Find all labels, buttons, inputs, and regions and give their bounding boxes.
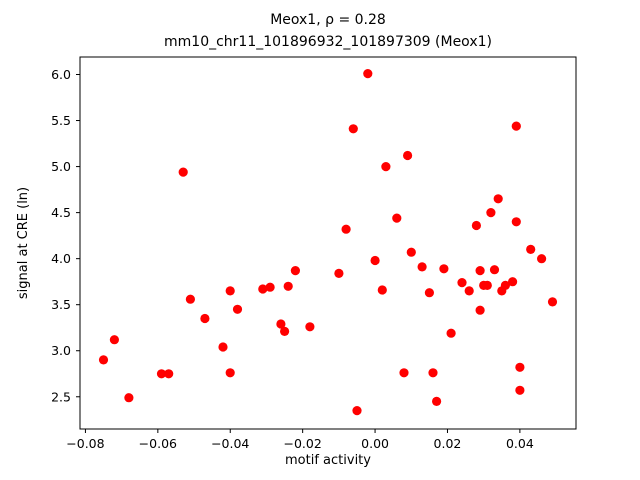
data-point (334, 268, 344, 278)
data-point (464, 286, 474, 296)
x-tick-label: 0.02 (434, 436, 462, 451)
data-point (348, 124, 358, 134)
y-tick-label: 2.5 (51, 389, 71, 404)
y-tick-label: 6.0 (51, 67, 71, 82)
data-point (406, 247, 416, 257)
data-point (124, 393, 134, 403)
data-point (417, 262, 427, 272)
data-point (500, 280, 510, 290)
data-point (98, 355, 109, 365)
data-point (471, 220, 481, 231)
data-point (399, 368, 409, 378)
x-axis-ticks: −0.08 −0.06 −0.04 −0.02 0.00 0.02 0.04 (66, 429, 534, 451)
data-point (305, 322, 315, 332)
data-point (341, 224, 351, 234)
data-point (178, 167, 188, 177)
data-point (493, 194, 503, 204)
data-point (218, 342, 228, 352)
data-point (515, 385, 525, 395)
data-point (109, 335, 119, 345)
data-point (363, 69, 373, 79)
data-point (232, 304, 243, 314)
data-point (164, 369, 174, 379)
x-tick-label: 0.00 (361, 436, 389, 451)
data-point (482, 280, 492, 290)
data-point (156, 369, 167, 379)
data-point (225, 286, 235, 296)
data-point (432, 396, 442, 406)
data-point (547, 297, 558, 307)
data-point (265, 282, 275, 292)
data-point (280, 326, 290, 336)
data-point (439, 264, 449, 274)
data-point (200, 313, 210, 324)
data-point (486, 208, 496, 218)
data-points-group (98, 69, 558, 416)
data-point (511, 121, 521, 131)
x-tick-label: −0.02 (284, 436, 322, 451)
y-axis-ticks: 2.5 3.0 3.5 4.0 4.5 5.0 5.5 6.0 (51, 67, 80, 404)
plot-area (79, 56, 577, 430)
data-point (403, 150, 413, 161)
y-tick-label: 4.5 (51, 205, 71, 220)
data-point (283, 281, 293, 291)
data-point (475, 266, 485, 276)
data-point (537, 254, 547, 264)
data-point (526, 244, 536, 254)
x-axis-label: motif activity (285, 453, 371, 468)
data-point (511, 217, 521, 227)
data-point (457, 278, 467, 288)
data-point (381, 162, 391, 172)
data-point (507, 277, 518, 287)
data-point (515, 362, 525, 372)
y-tick-label: 4.0 (51, 251, 71, 266)
data-point (475, 305, 485, 315)
y-tick-label: 5.5 (51, 113, 71, 128)
y-axis-label: signal at CRE (ln) (16, 187, 31, 299)
data-point (185, 294, 195, 304)
y-tick-label: 3.5 (51, 297, 71, 312)
data-point (290, 266, 300, 276)
data-point (424, 288, 434, 298)
data-point (225, 368, 235, 378)
data-point (370, 255, 380, 266)
chart-subtitle: mm10_chr11_101896932_101897309 (Meox1) (164, 34, 492, 50)
data-point (392, 213, 402, 223)
data-point (258, 284, 268, 294)
data-point (489, 265, 500, 275)
data-point (276, 319, 286, 329)
x-tick-label: −0.06 (139, 436, 177, 451)
x-tick-label: −0.04 (211, 436, 249, 451)
x-tick-label: −0.08 (66, 436, 104, 451)
y-tick-label: 5.0 (51, 159, 71, 174)
data-point (352, 406, 362, 416)
data-point (446, 328, 456, 338)
data-point (428, 368, 438, 378)
y-tick-label: 3.0 (51, 343, 71, 358)
x-tick-label: 0.04 (506, 436, 534, 451)
chart-title: Meox1, ρ = 0.28 (270, 12, 386, 28)
data-point (377, 285, 387, 295)
